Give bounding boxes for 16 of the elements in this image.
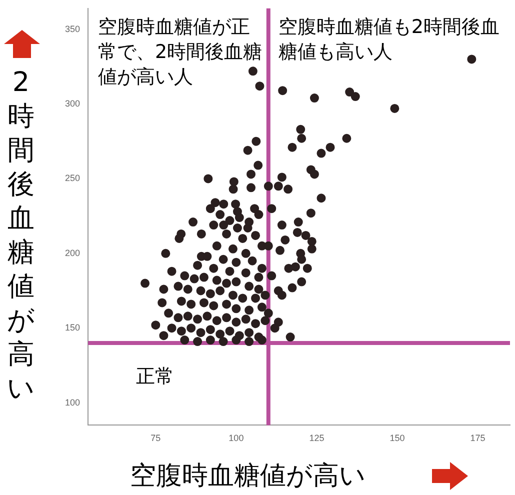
y-tick-label: 250 [64, 173, 80, 184]
y-tick-label: 300 [64, 98, 80, 108]
y-tick-label: 200 [64, 248, 80, 258]
x-tick-label: 175 [470, 433, 486, 444]
text: 2時間後血糖値が高い [7, 67, 35, 404]
annotation: 空腹時血糖値も2時間後血糖値も高い人 [278, 16, 500, 63]
annotation: 正常 [136, 365, 174, 388]
x-tick-label: 100 [228, 433, 244, 444]
y-tick-label: 150 [64, 322, 80, 333]
y-tick-label: 100 [64, 397, 80, 408]
x-tick-label: 125 [309, 433, 324, 444]
annotation: 空腹時血糖値が正常で、2時間後血糖値が高い人 [98, 16, 262, 88]
y-tick-label: 350 [64, 24, 80, 34]
x-tick-label: 150 [390, 433, 405, 444]
x-axis-title: 空腹時血糖値が高い [130, 460, 366, 493]
x-tick-label: 75 [150, 433, 161, 444]
